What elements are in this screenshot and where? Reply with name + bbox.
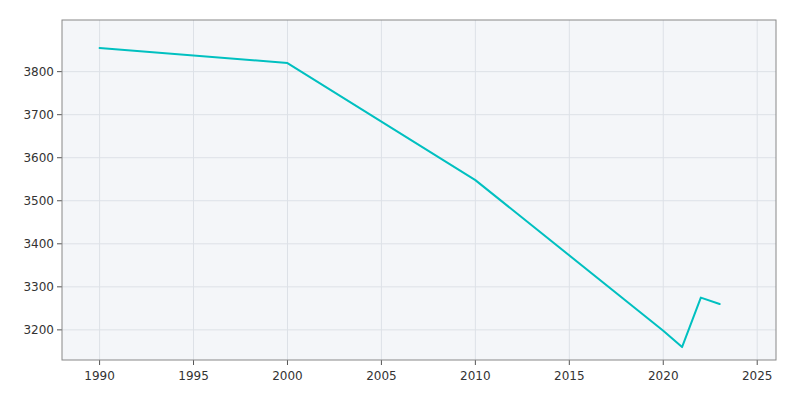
y-tick xyxy=(57,114,62,115)
y-tick-label: 3500 xyxy=(23,194,54,208)
y-tick-label: 3600 xyxy=(23,151,54,165)
y-grid-line xyxy=(62,157,776,158)
x-grid-line xyxy=(193,20,194,360)
plot-frame xyxy=(62,20,776,360)
grid xyxy=(62,20,776,360)
y-tick xyxy=(57,71,62,72)
x-tick-label: 2020 xyxy=(648,369,679,383)
x-tick-label: 2000 xyxy=(272,369,303,383)
chart: 1990 1995 2000 2005 2010 2015 2020 2025 3200 3300… xyxy=(0,0,800,400)
x-grid-line xyxy=(99,20,100,360)
x-tick xyxy=(663,360,664,365)
y-grid-line xyxy=(62,114,776,115)
x-grid-line xyxy=(569,20,570,360)
y-tick-label: 3400 xyxy=(23,237,54,251)
chart-root: 1990 1995 2000 2005 2010 2015 2020 2025 3200 3300… xyxy=(0,0,800,400)
x-tick xyxy=(475,360,476,365)
x-tick-label: 2010 xyxy=(460,369,491,383)
x-tick xyxy=(381,360,382,365)
x-grid-line xyxy=(663,20,664,360)
y-tick xyxy=(57,157,62,158)
line xyxy=(100,48,720,347)
x-tick-label: 2015 xyxy=(554,369,585,383)
y-tick-label: 3700 xyxy=(23,108,54,122)
y-grid-line xyxy=(62,329,776,330)
x-grid-line xyxy=(287,20,288,360)
x-tick xyxy=(757,360,758,365)
x-tick xyxy=(193,360,194,365)
x-tick-label: 1990 xyxy=(84,369,115,383)
axes: 1990 1995 2000 2005 2010 2015 2020 2025 3200 3300… xyxy=(23,20,776,383)
y-tick-label: 3200 xyxy=(23,323,54,337)
x-tick xyxy=(569,360,570,365)
plot-background xyxy=(62,20,776,360)
y-tick xyxy=(57,286,62,287)
x-tick-label: 2005 xyxy=(366,369,397,383)
x-tick-label: 2025 xyxy=(742,369,773,383)
y-tick-label: 3800 xyxy=(23,65,54,79)
x-tick xyxy=(99,360,100,365)
x-tick xyxy=(287,360,288,365)
y-tick xyxy=(57,243,62,244)
x-grid-line xyxy=(381,20,382,360)
y-tick-label: 3300 xyxy=(23,280,54,294)
y-grid-line xyxy=(62,286,776,287)
y-tick xyxy=(57,329,62,330)
y-grid-line xyxy=(62,71,776,72)
x-grid-line xyxy=(757,20,758,360)
x-tick-label: 1995 xyxy=(178,369,209,383)
x-grid-line xyxy=(475,20,476,360)
y-tick xyxy=(57,200,62,201)
series xyxy=(100,48,720,347)
y-grid-line xyxy=(62,200,776,201)
y-grid-line xyxy=(62,243,776,244)
